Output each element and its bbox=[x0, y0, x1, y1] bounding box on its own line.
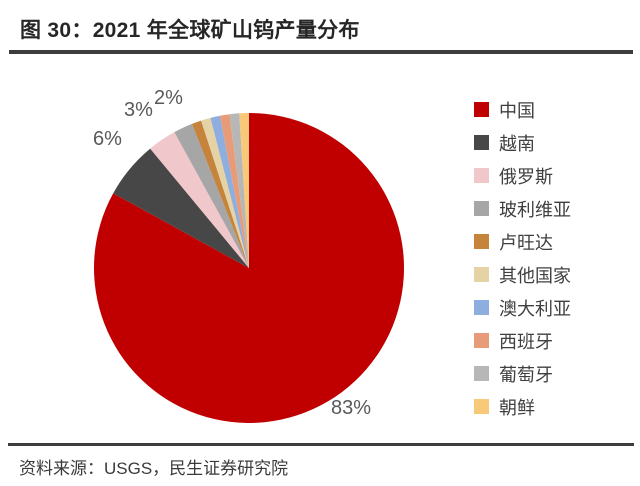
legend-label: 卢旺达 bbox=[499, 232, 553, 253]
legend-item-russia: 俄罗斯 bbox=[474, 159, 571, 192]
figure-bottom-rule bbox=[8, 443, 634, 446]
legend-label: 澳大利亚 bbox=[499, 298, 571, 319]
pie-label-vietnam: 6% bbox=[93, 128, 122, 150]
legend-item-china: 中国 bbox=[474, 93, 571, 126]
chart-legend: 中国 越南 俄罗斯 玻利维亚 卢旺达 其他国家 澳大利亚 西班牙 bbox=[474, 93, 571, 423]
legend-swatch-other-countries bbox=[474, 267, 489, 282]
pie-slice-rwanda bbox=[191, 120, 249, 268]
legend-swatch-bolivia bbox=[474, 201, 489, 216]
legend-item-rwanda: 卢旺达 bbox=[474, 225, 571, 258]
legend-item-portugal: 葡萄牙 bbox=[474, 357, 571, 390]
pie-slice-north-korea bbox=[239, 113, 249, 268]
title-underline bbox=[9, 50, 633, 54]
legend-item-spain: 西班牙 bbox=[474, 324, 571, 357]
pie-chart bbox=[93, 113, 404, 423]
legend-item-other-countries: 其他国家 bbox=[474, 258, 571, 291]
legend-item-vietnam: 越南 bbox=[474, 126, 571, 159]
pie-label-china: 83% bbox=[331, 397, 372, 419]
pie-slice-bolivia bbox=[174, 123, 249, 268]
legend-label: 中国 bbox=[499, 100, 535, 121]
legend-label: 越南 bbox=[499, 133, 535, 154]
legend-label: 西班牙 bbox=[499, 331, 553, 352]
pie-slice-other-countries bbox=[201, 117, 249, 269]
pie-slice-spain bbox=[219, 114, 249, 268]
legend-label: 朝鲜 bbox=[499, 397, 535, 418]
legend-swatch-china bbox=[474, 102, 489, 117]
legend-swatch-north-korea bbox=[474, 399, 489, 414]
pie-slice-china bbox=[93, 113, 404, 423]
legend-swatch-portugal bbox=[474, 366, 489, 381]
legend-item-north-korea: 朝鲜 bbox=[474, 390, 571, 423]
pie-slice-vietnam bbox=[113, 148, 249, 268]
pie-slice-australia bbox=[210, 115, 249, 268]
legend-label: 玻利维亚 bbox=[499, 199, 571, 220]
figure-title: 图 30：2021 年全球矿山钨产量分布 bbox=[20, 19, 360, 42]
legend-swatch-russia bbox=[474, 168, 489, 183]
legend-swatch-spain bbox=[474, 333, 489, 348]
legend-label: 其他国家 bbox=[499, 265, 571, 286]
pie-slice-portugal bbox=[229, 113, 249, 268]
legend-label: 葡萄牙 bbox=[499, 364, 553, 385]
pie-label-bolivia: 2% bbox=[154, 87, 183, 109]
pie-label-russia: 3% bbox=[124, 99, 153, 121]
legend-swatch-vietnam bbox=[474, 135, 489, 150]
legend-swatch-rwanda bbox=[474, 234, 489, 249]
legend-swatch-australia bbox=[474, 300, 489, 315]
legend-item-bolivia: 玻利维亚 bbox=[474, 192, 571, 225]
pie-slice-russia bbox=[150, 132, 249, 268]
source-note: 资料来源：USGS，民生证券研究院 bbox=[19, 459, 289, 478]
legend-label: 俄罗斯 bbox=[499, 166, 553, 187]
legend-item-australia: 澳大利亚 bbox=[474, 291, 571, 324]
